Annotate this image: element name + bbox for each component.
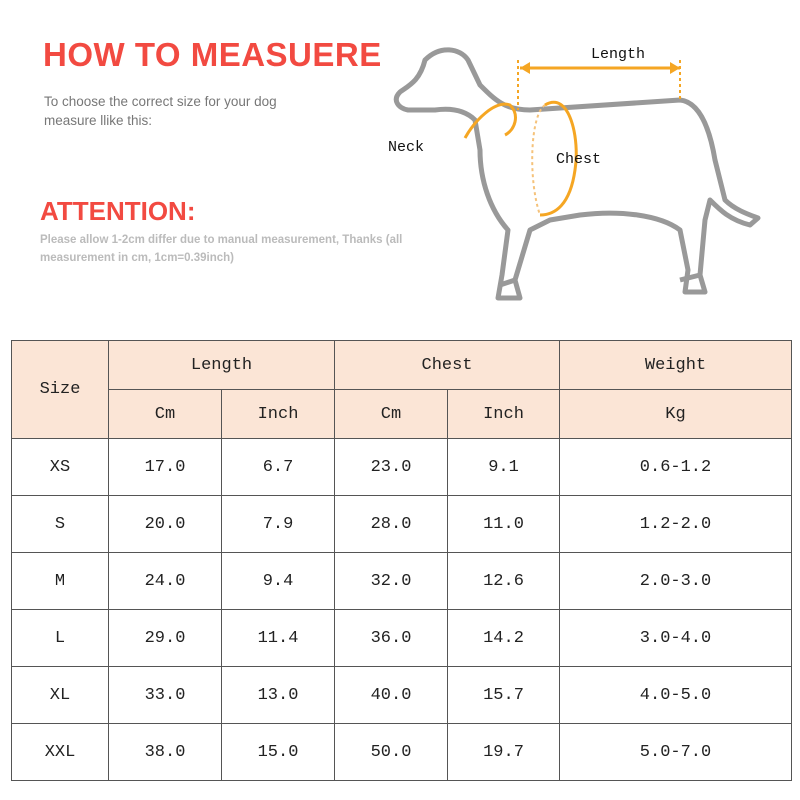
table-cell: 17.0	[108, 438, 222, 496]
table-cell: 6.7	[221, 438, 335, 496]
table-cell: 12.6	[446, 552, 561, 610]
table-cell: 29.0	[108, 609, 222, 667]
table-cell: 4.0-5.0	[559, 666, 792, 724]
attention-note: Please allow 1-2cm differ due to manual …	[40, 234, 403, 264]
page-title: HOW TO MEASUERE	[43, 36, 382, 73]
chest-header: Chest	[333, 340, 561, 390]
table-row: S 20.0 7.9 28.0 11.0 1.2-2.0	[11, 495, 792, 553]
length-header: Length	[108, 340, 335, 390]
table-cell: 11.4	[221, 609, 335, 667]
unit-header: Cm	[334, 389, 448, 439]
table-cell: 19.7	[446, 723, 561, 781]
weight-header: Weight	[559, 340, 792, 390]
unit-header: Inch	[446, 389, 561, 439]
table-cell: 9.4	[221, 552, 335, 610]
table-cell: 13.0	[221, 666, 335, 724]
table-cell: 40.0	[334, 666, 448, 724]
table-cell: 38.0	[108, 723, 222, 781]
table-cell: XXL	[11, 723, 109, 781]
table-cell: 15.0	[221, 723, 335, 781]
table-cell: 50.0	[334, 723, 448, 781]
table-cell: S	[11, 495, 109, 553]
table-row: L 29.0 11.4 36.0 14.2 3.0-4.0	[11, 609, 792, 667]
unit-header: Cm	[108, 389, 222, 439]
table-cell: 33.0	[108, 666, 222, 724]
table-cell: 15.7	[446, 666, 561, 724]
table-cell: 23.0	[334, 438, 448, 496]
table-row: XS 17.0 6.7 23.0 9.1 0.6-1.2	[11, 438, 792, 496]
size-chart-table: Size Length Chest Weight Cm Inch Cm Inch Kg …	[11, 340, 792, 781]
table-cell: 28.0	[334, 495, 448, 553]
dog-measure-diagram	[393, 47, 761, 301]
table-cell: 9.1	[446, 438, 561, 496]
table-row: M 24.0 9.4 32.0 12.6 2.0-3.0	[11, 552, 792, 610]
table-cell: 3.0-4.0	[559, 609, 792, 667]
dog-outline	[393, 47, 761, 301]
size-header: Size	[11, 340, 109, 439]
table-row: XXL 38.0 15.0 50.0 19.7 5.0-7.0	[11, 723, 792, 781]
table-cell: 32.0	[334, 552, 448, 610]
table-cell: 36.0	[334, 609, 448, 667]
table-cell: 5.0-7.0	[559, 723, 792, 781]
table-cell: 1.2-2.0	[559, 495, 792, 553]
chest-label: Chest	[556, 151, 602, 168]
table-cell: L	[11, 609, 109, 667]
table-cell: 20.0	[108, 495, 222, 553]
table-cell: 11.0	[446, 495, 561, 553]
table-cell: 24.0	[108, 552, 222, 610]
table-cell: XL	[11, 666, 109, 724]
length-label: Length	[591, 46, 646, 63]
table-row: XL 33.0 13.0 40.0 15.7 4.0-5.0	[11, 666, 792, 724]
unit-header: Inch	[221, 389, 335, 439]
attention-title: ATTENTION:	[40, 196, 196, 226]
table-cell: M	[11, 552, 109, 610]
table-cell: 2.0-3.0	[559, 552, 792, 610]
table-cell: 7.9	[221, 495, 335, 553]
instructions: To choose the correct size for your dog …	[44, 94, 277, 128]
table-cell: XS	[11, 438, 109, 496]
table-cell: 0.6-1.2	[559, 438, 792, 496]
table-cell: 14.2	[446, 609, 561, 667]
unit-header: Kg	[559, 389, 792, 439]
neck-label: Neck	[388, 139, 425, 156]
